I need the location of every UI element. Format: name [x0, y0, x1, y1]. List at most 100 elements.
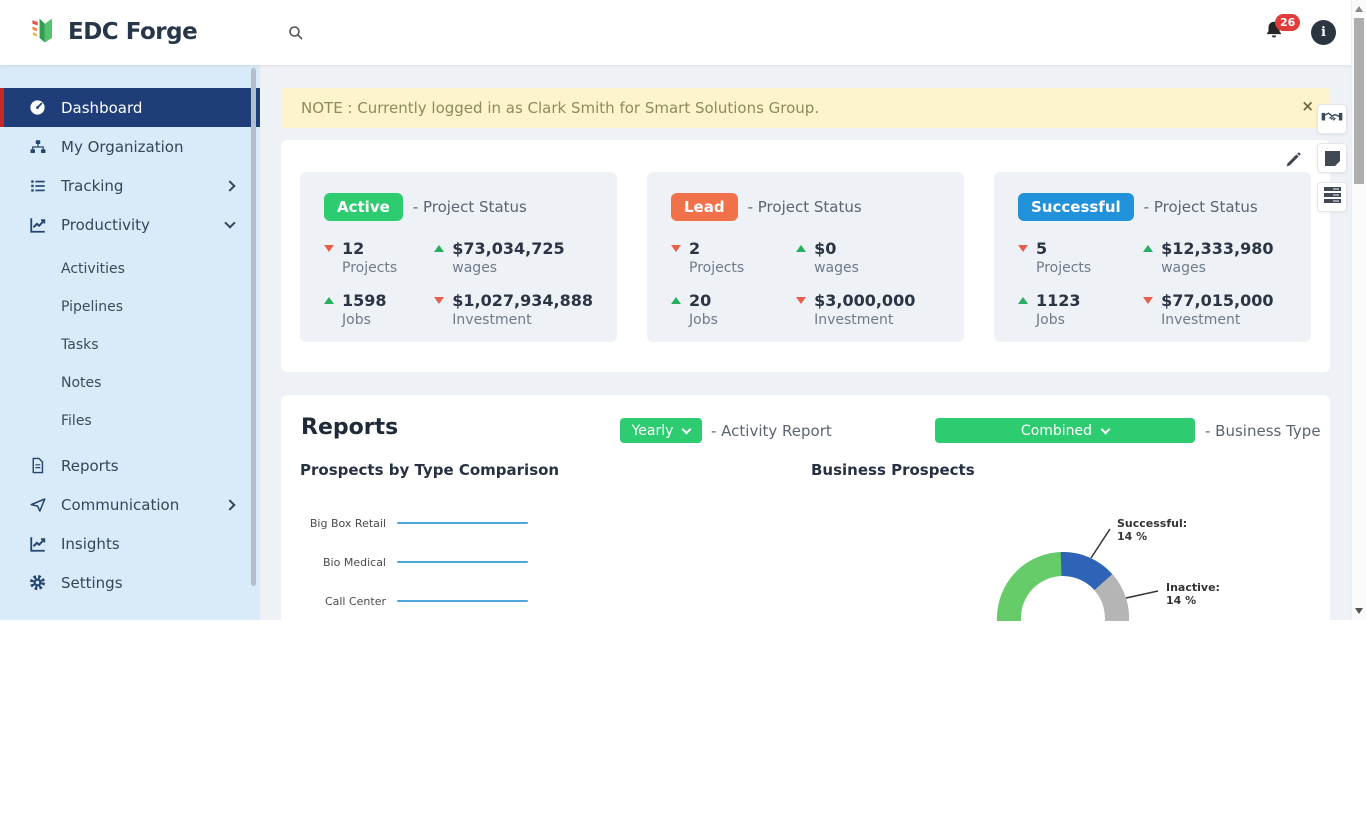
trend-up-icon [434, 245, 445, 252]
business-type-filter: Combined - Business Type [935, 418, 1321, 443]
chevron-down-icon [681, 424, 692, 434]
bar-category-label: Bio Medical [323, 555, 386, 569]
login-note-banner: NOTE : Currently logged in as Clark Smit… [281, 88, 1330, 128]
close-icon[interactable]: × [1301, 97, 1314, 115]
business-type-select[interactable]: Combined [935, 418, 1195, 443]
stack-list-icon [1323, 187, 1341, 207]
page-scrollbar[interactable] [1351, 0, 1366, 620]
metric-value: 5 [1036, 239, 1048, 258]
sidebar-item-communication[interactable]: Communication [0, 485, 260, 524]
project-status-panel: Active - Project Status 12 Projects $73,0… [281, 140, 1330, 372]
sidebar-item-files[interactable]: Files [0, 402, 260, 440]
productivity-submenu: Activities Pipelines Tasks Notes Files [0, 244, 260, 446]
metric-label: Investment [814, 312, 894, 328]
status-badge: Lead [671, 193, 738, 221]
metric-projects: 12 Projects [324, 239, 434, 276]
sidebar-item-insights[interactable]: Insights [0, 524, 260, 563]
scroll-up-icon[interactable] [1355, 6, 1363, 12]
sidebar-item-activities[interactable]: Activities [0, 250, 260, 288]
dashboard-icon [28, 98, 47, 117]
sidebar-scrollbar[interactable] [251, 68, 256, 586]
metric-value: $12,333,980 [1161, 239, 1274, 258]
chevron-right-icon [224, 179, 236, 192]
list-icon [28, 176, 47, 195]
trend-up-icon [324, 297, 334, 304]
donut-label-value: 14 % [1117, 530, 1148, 543]
trend-down-icon [434, 297, 445, 304]
gear-icon [28, 573, 47, 592]
metric-wages: $73,034,725 wages [434, 239, 593, 276]
handshake-icon [1321, 109, 1343, 129]
bar-value-line [397, 561, 528, 563]
bar-category-label: Big Box Retail [309, 516, 386, 530]
handshake-button[interactable] [1317, 104, 1347, 134]
donut-label-value: 14 % [1166, 594, 1197, 607]
metric-jobs: 1598 Jobs [324, 291, 434, 328]
sidebar-item-label: Reports [61, 456, 119, 475]
status-suffix: - Project Status [412, 198, 527, 216]
sidebar-subitem-label: Pipelines [61, 299, 124, 315]
metric-investment: $77,015,000 Investment [1143, 291, 1287, 328]
metric-wages: $0 wages [796, 239, 940, 276]
sidebar-nav: Dashboard My Organization Tracking Produ… [0, 65, 260, 620]
trend-down-icon [796, 297, 807, 304]
sticky-note-button[interactable] [1317, 143, 1347, 173]
status-suffix: - Project Status [1143, 198, 1258, 216]
sidebar-item-productivity[interactable]: Productivity [0, 205, 260, 244]
metric-value: $3,000,000 [814, 291, 916, 310]
metric-value: 1598 [342, 291, 387, 310]
metric-label: Projects [1036, 260, 1092, 276]
sidebar-item-label: Insights [61, 534, 120, 553]
sidebar-item-label: Communication [61, 495, 180, 514]
metric-label: wages [452, 260, 498, 276]
sidebar-item-tracking[interactable]: Tracking [0, 166, 260, 205]
trend-down-icon [671, 245, 681, 252]
info-button[interactable]: i [1311, 19, 1336, 45]
sidebar-item-label: Dashboard [61, 98, 143, 117]
chevron-down-icon [1100, 424, 1111, 434]
utility-rail [1317, 104, 1347, 212]
donut-label-name: Successful: [1117, 517, 1188, 530]
sidebar-item-tasks[interactable]: Tasks [0, 326, 260, 364]
sidebar-item-my-organization[interactable]: My Organization [0, 127, 260, 166]
scrollbar-thumb[interactable] [1354, 18, 1364, 184]
search-icon[interactable] [288, 25, 304, 41]
bar-category-label: Call Center [324, 594, 386, 608]
status-badge: Active [324, 193, 403, 221]
trend-up-icon [671, 297, 681, 304]
sidebar-subitem-label: Tasks [61, 337, 99, 353]
sidebar-subitem-label: Notes [61, 375, 102, 391]
sidebar-item-pipelines[interactable]: Pipelines [0, 288, 260, 326]
chevron-down-icon [224, 217, 236, 229]
main-content: NOTE : Currently logged in as Clark Smit… [260, 65, 1351, 815]
sidebar-item-label: My Organization [61, 137, 184, 156]
paper-plane-icon [28, 495, 47, 514]
sidebar-item-reports[interactable]: Reports [0, 446, 260, 485]
organization-icon [28, 137, 47, 156]
reports-title: Reports [301, 415, 399, 440]
sidebar-item-settings[interactable]: Settings [0, 563, 260, 602]
app-logo[interactable]: EDC Forge [28, 14, 198, 50]
metric-value: 2 [689, 239, 701, 258]
donut-label-inactive: Inactive: 14 % [1166, 581, 1220, 607]
sidebar-item-dashboard[interactable]: Dashboard [0, 88, 260, 127]
trend-down-icon [324, 245, 334, 252]
metric-wages: $12,333,980 wages [1143, 239, 1287, 276]
sidebar-item-label: Tracking [61, 176, 124, 195]
notifications-button[interactable]: 26 [1263, 14, 1301, 46]
edit-pencil-icon[interactable] [1285, 151, 1302, 168]
scroll-down-icon[interactable] [1355, 608, 1363, 614]
stack-list-button[interactable] [1317, 182, 1347, 212]
reports-panel: Reports Yearly - Activity Report Combine… [281, 395, 1330, 815]
trend-down-icon [1143, 297, 1154, 304]
metric-jobs: 1123 Jobs [1018, 291, 1143, 328]
info-icon: i [1321, 24, 1326, 40]
sticky-note-icon [1324, 150, 1340, 166]
bar-chart-row: Call Center [300, 593, 528, 609]
metric-projects: 5 Projects [1018, 239, 1143, 276]
status-badge: Successful [1018, 193, 1134, 221]
sidebar-item-notes[interactable]: Notes [0, 364, 260, 402]
activity-report-select[interactable]: Yearly [620, 418, 702, 443]
metric-value: $1,027,934,888 [452, 291, 593, 310]
business-prospects-donut-chart [997, 528, 1159, 621]
